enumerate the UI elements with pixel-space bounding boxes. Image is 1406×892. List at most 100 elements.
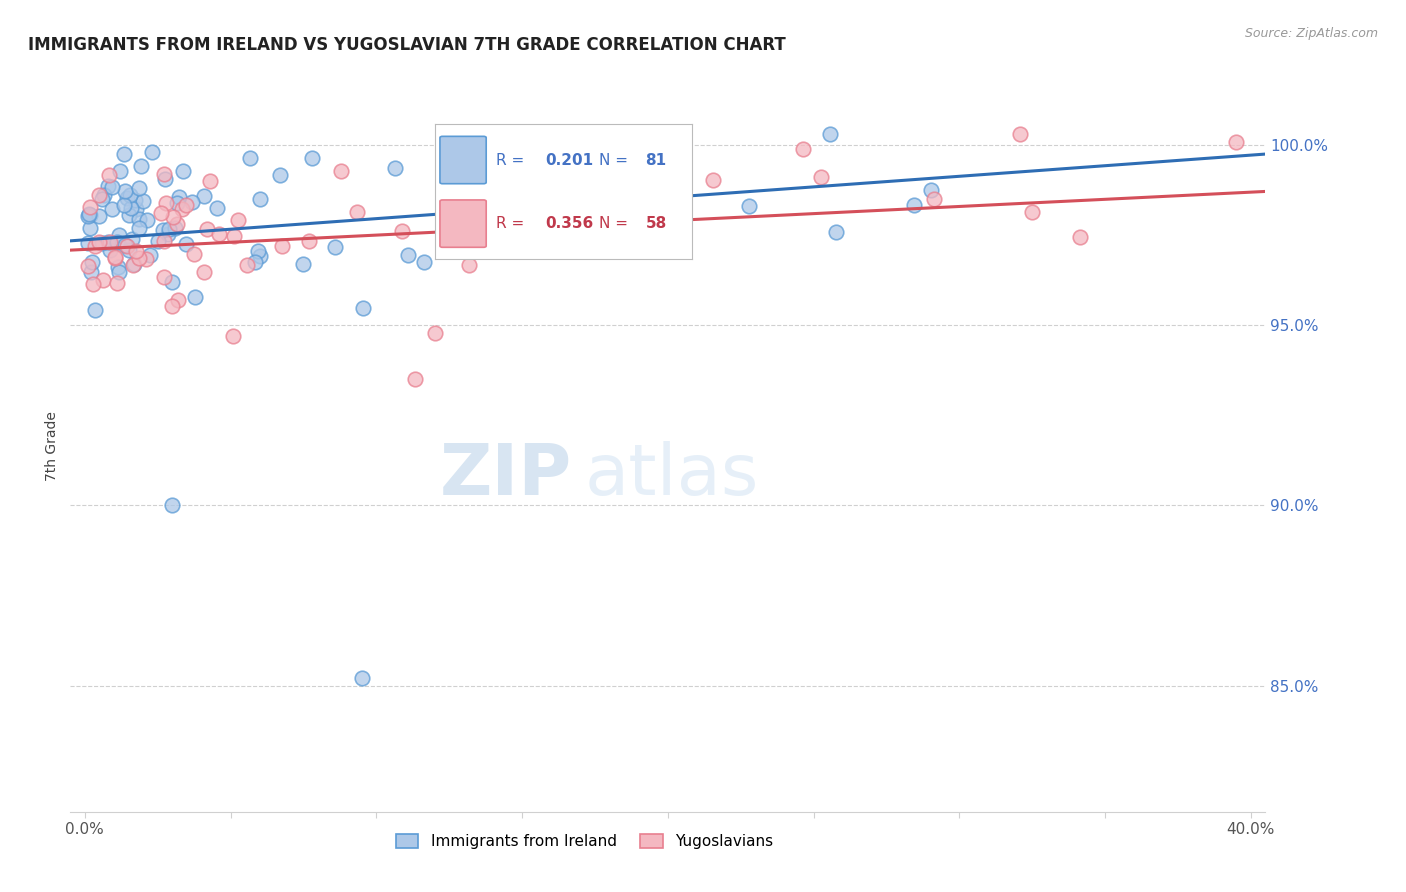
Point [149,206,172,220]
Point [90,192,112,206]
Point [224,228,246,243]
Point [91,236,114,251]
Point [83,239,105,253]
Point [98,168,121,182]
Point [1008,128,1031,142]
Point [329,164,352,178]
Point [79,208,101,222]
Point [298,234,321,248]
Point [153,234,176,248]
Point [163,220,186,235]
Point [384,161,406,176]
Point [1021,205,1043,219]
Point [104,250,127,264]
Point [612,221,634,235]
Point [148,234,170,248]
Point [91,273,114,287]
Point [737,199,759,213]
Point [249,193,271,207]
Point [172,202,194,216]
Point [120,202,142,216]
Point [122,258,145,272]
Point [517,207,540,221]
Point [98,235,121,250]
Point [167,293,190,307]
Point [352,301,374,315]
Point [135,252,157,266]
Point [239,151,262,165]
Point [118,208,141,222]
Point [195,222,218,236]
Point [97,178,120,193]
Point [128,251,150,265]
Point [87,235,110,249]
Point [115,191,138,205]
Point [112,198,135,212]
Point [236,258,259,272]
Point [323,239,346,253]
Point [112,146,135,161]
Point [76,209,98,223]
Point [301,151,323,165]
Text: ZIP: ZIP [440,441,572,509]
Point [128,212,150,227]
Point [160,276,183,290]
Point [77,259,100,273]
Point [141,145,163,159]
Point [404,372,426,386]
Point [128,221,150,235]
Point [792,142,814,156]
Point [80,255,103,269]
Point [458,258,481,272]
Point [124,202,146,216]
Point [101,202,124,217]
Point [207,201,229,215]
Point [465,201,488,215]
Point [574,182,596,196]
Point [152,223,174,237]
Point [180,194,202,209]
Point [101,180,124,194]
Point [167,190,190,204]
Text: Source: ZipAtlas.com: Source: ZipAtlas.com [1244,27,1378,40]
Point [346,205,368,219]
Point [924,192,946,206]
Point [172,163,194,178]
Point [391,224,413,238]
Text: atlas: atlas [585,441,759,509]
Point [174,236,197,251]
Point [157,221,180,235]
Point [87,188,110,202]
Point [412,255,434,269]
Point [920,183,942,197]
Point [162,210,184,224]
Point [208,227,231,242]
Point [79,221,101,235]
Point [810,170,832,185]
Point [77,206,100,220]
Point [79,265,101,279]
Point [166,195,188,210]
Point [824,226,846,240]
Point [350,672,373,686]
Point [153,167,176,181]
Point [103,252,125,266]
Point [671,229,693,244]
Point [125,244,148,259]
Point [155,196,177,211]
Point [246,244,269,259]
Point [118,188,141,202]
Point [97,235,120,249]
Point [108,228,131,243]
Point [114,184,136,198]
Point [89,209,111,223]
Point [107,260,129,274]
Point [132,194,155,209]
Point [115,239,138,253]
Point [105,235,128,249]
Point [243,254,266,268]
Point [198,174,221,188]
Point [510,227,533,242]
Point [292,257,315,271]
Point [396,248,419,262]
